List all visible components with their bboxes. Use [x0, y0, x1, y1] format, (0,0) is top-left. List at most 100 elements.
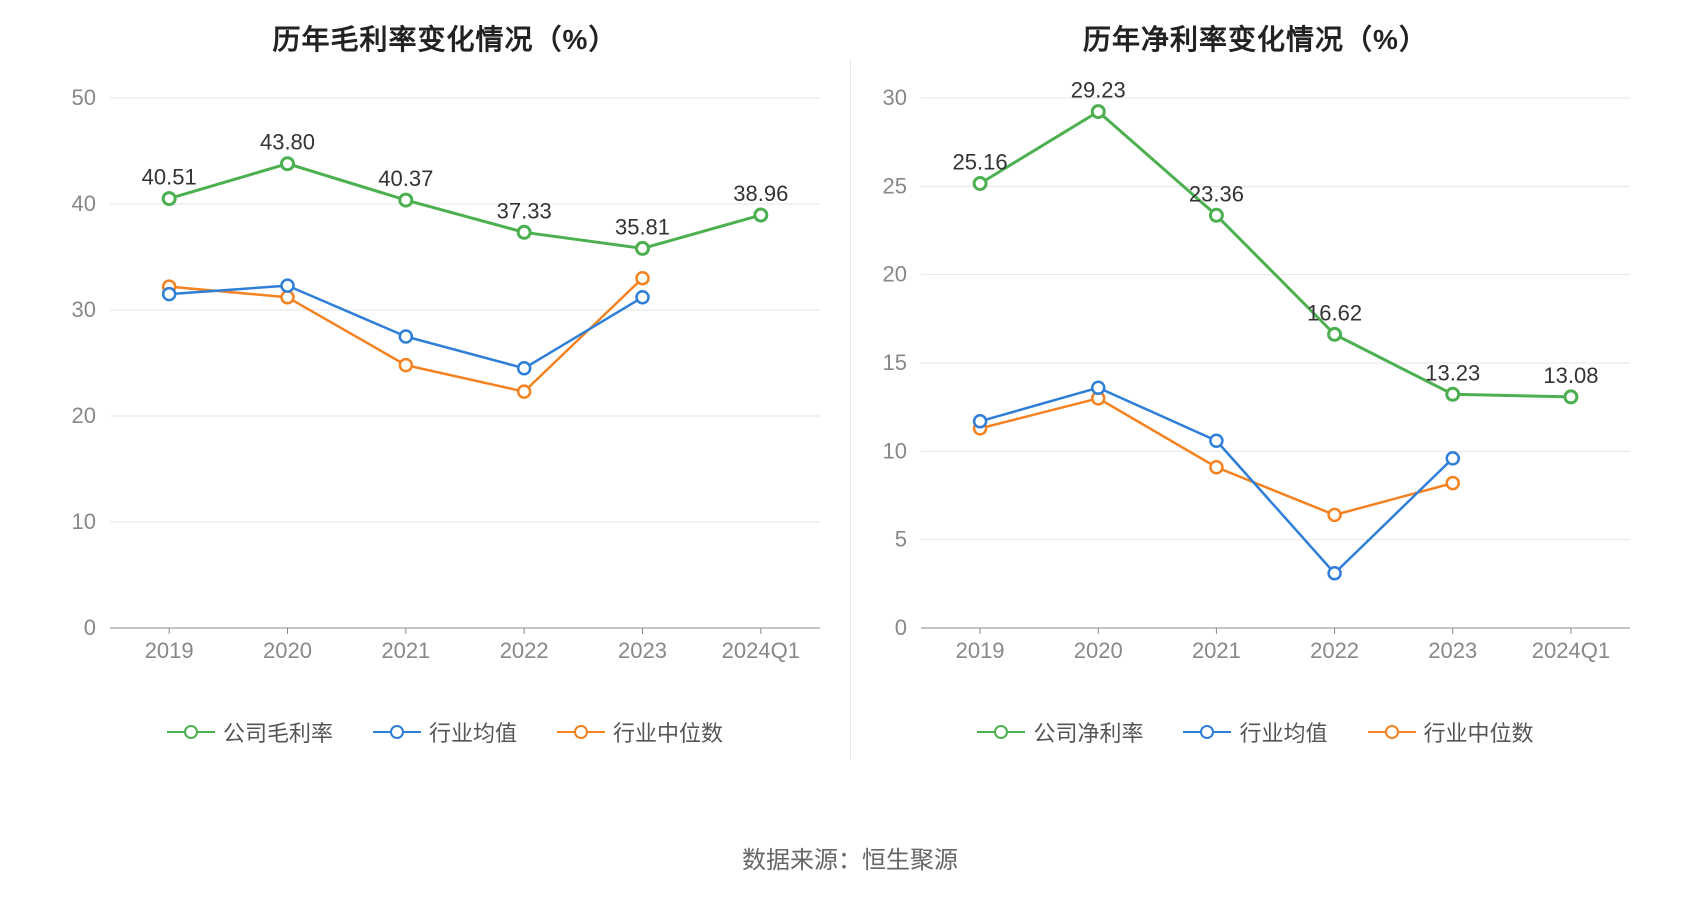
value-label-company: 13.08 — [1543, 363, 1598, 388]
x-tick-label: 2020 — [263, 638, 312, 663]
series-line-industry_median — [980, 398, 1453, 515]
y-tick-label: 10 — [883, 438, 907, 463]
data-point-company — [400, 194, 412, 206]
left-legend: 公司毛利率 行业均值 行业中位数 — [40, 688, 850, 748]
data-point-company — [1447, 388, 1459, 400]
legend-item-industry_mean[interactable]: 行业均值 — [373, 716, 517, 748]
value-label-company: 25.16 — [953, 150, 1008, 175]
chart-svg: 0 10 20 30 40 50 2019 2020 2021 2022 2023 2024Q1 40.… — [40, 68, 850, 688]
x-tick-label: 2022 — [1310, 638, 1359, 663]
x-tick-label: 2022 — [500, 638, 549, 663]
y-tick-label: 0 — [895, 615, 907, 640]
right-legend: 公司净利率 行业均值 行业中位数 — [851, 688, 1660, 748]
data-point-company — [163, 193, 175, 205]
right-chart-area: 0 5 10 15 20 25 30 2019 2020 2021 2022 2023 2024Q1 25… — [851, 68, 1660, 688]
value-label-company: 40.51 — [142, 165, 197, 190]
y-tick-label: 0 — [84, 615, 96, 640]
data-point-industry_mean — [1210, 435, 1222, 447]
data-point-industry_mean — [400, 331, 412, 343]
y-tick-label: 50 — [72, 85, 96, 110]
left-chart-area: 0 10 20 30 40 50 2019 2020 2021 2022 2023 2024Q1 40.… — [40, 68, 850, 688]
series-line-industry_mean — [980, 388, 1453, 574]
x-tick-label: 2024Q1 — [1532, 638, 1610, 663]
legend-label-company: 公司毛利率 — [223, 716, 333, 748]
data-point-industry_median — [1329, 509, 1341, 521]
value-label-company: 37.33 — [497, 198, 552, 223]
legend-label-company: 公司净利率 — [1033, 716, 1143, 748]
legend-item-company[interactable]: 公司净利率 — [977, 716, 1143, 748]
x-tick-label: 2023 — [1428, 638, 1477, 663]
legend-swatch-industry_median — [557, 725, 605, 739]
legend-item-industry_median[interactable]: 行业中位数 — [557, 716, 723, 748]
legend-label-industry_median: 行业中位数 — [1424, 716, 1534, 748]
data-point-industry_mean — [518, 362, 530, 374]
x-tick-label: 2023 — [618, 638, 667, 663]
legend-label-industry_median: 行业中位数 — [613, 716, 723, 748]
legend-item-industry_mean[interactable]: 行业均值 — [1183, 716, 1327, 748]
series-line-company — [169, 164, 761, 249]
value-label-company: 35.81 — [615, 214, 670, 239]
value-label-company: 40.37 — [378, 166, 433, 191]
x-tick-label: 2020 — [1074, 638, 1123, 663]
x-tick-label: 2019 — [145, 638, 194, 663]
legend-item-industry_median[interactable]: 行业中位数 — [1368, 716, 1534, 748]
value-label-company: 38.96 — [733, 181, 788, 206]
y-tick-label: 25 — [883, 173, 907, 198]
y-tick-label: 20 — [72, 403, 96, 428]
data-point-company — [1329, 328, 1341, 340]
data-point-industry_mean — [1329, 567, 1341, 579]
value-label-company: 16.62 — [1307, 300, 1362, 325]
data-point-industry_median — [518, 386, 530, 398]
left-panel: 历年毛利率变化情况（%） 0 10 20 30 40 50 2019 2020 2021 2022… — [40, 0, 850, 820]
legend-swatch-industry_mean — [373, 725, 421, 739]
data-point-company — [1565, 391, 1577, 403]
data-point-industry_median — [637, 272, 649, 284]
y-tick-label: 10 — [72, 509, 96, 534]
y-tick-label: 5 — [895, 527, 907, 552]
y-tick-label: 15 — [883, 350, 907, 375]
data-point-industry_median — [1210, 461, 1222, 473]
legend-item-company[interactable]: 公司毛利率 — [167, 716, 333, 748]
data-point-industry_mean — [163, 288, 175, 300]
series-line-company — [980, 112, 1571, 397]
value-label-company: 23.36 — [1189, 181, 1244, 206]
x-tick-label: 2024Q1 — [722, 638, 800, 663]
legend-label-industry_mean: 行业均值 — [1239, 716, 1327, 748]
data-point-industry_mean — [974, 415, 986, 427]
right-chart-title: 历年净利率变化情况（%） — [851, 0, 1660, 68]
y-tick-label: 30 — [883, 85, 907, 110]
charts-row: 历年毛利率变化情况（%） 010203040502019202020212022… — [40, 0, 1660, 820]
data-point-industry_median — [400, 359, 412, 371]
legend-swatch-industry_mean — [1183, 725, 1231, 739]
y-tick-label: 40 — [72, 191, 96, 216]
data-point-company — [1210, 209, 1222, 221]
value-label-company: 13.23 — [1425, 360, 1480, 385]
x-tick-label: 2021 — [1192, 638, 1241, 663]
series-line-industry_mean — [169, 286, 642, 369]
y-tick-label: 30 — [72, 297, 96, 322]
x-tick-label: 2021 — [381, 638, 430, 663]
left-chart-title: 历年毛利率变化情况（%） — [40, 0, 850, 68]
x-tick-label: 2019 — [956, 638, 1005, 663]
data-point-company — [974, 178, 986, 190]
legend-swatch-industry_median — [1368, 725, 1416, 739]
data-point-company — [518, 226, 530, 238]
data-point-industry_mean — [282, 280, 294, 292]
data-point-industry_median — [282, 291, 294, 303]
data-source-footer: 数据来源：恒生聚源 — [40, 820, 1660, 875]
y-tick-label: 20 — [883, 262, 907, 287]
legend-swatch-company — [167, 725, 215, 739]
data-point-industry_median — [1447, 477, 1459, 489]
data-point-industry_mean — [1092, 382, 1104, 394]
chart-svg: 0 5 10 15 20 25 30 2019 2020 2021 2022 2023 2024Q1 25… — [851, 68, 1660, 688]
value-label-company: 29.23 — [1071, 78, 1126, 103]
data-point-company — [1092, 106, 1104, 118]
root: 历年毛利率变化情况（%） 010203040502019202020212022… — [0, 0, 1700, 918]
data-point-industry_mean — [1447, 452, 1459, 464]
legend-label-industry_mean: 行业均值 — [429, 716, 517, 748]
data-point-company — [637, 242, 649, 254]
legend-swatch-company — [977, 725, 1025, 739]
data-point-industry_mean — [637, 291, 649, 303]
data-point-company — [755, 209, 767, 221]
right-panel: 历年净利率变化情况（%） 0 5 10 15 20 25 30 2019 2020 2021 202… — [851, 0, 1660, 820]
